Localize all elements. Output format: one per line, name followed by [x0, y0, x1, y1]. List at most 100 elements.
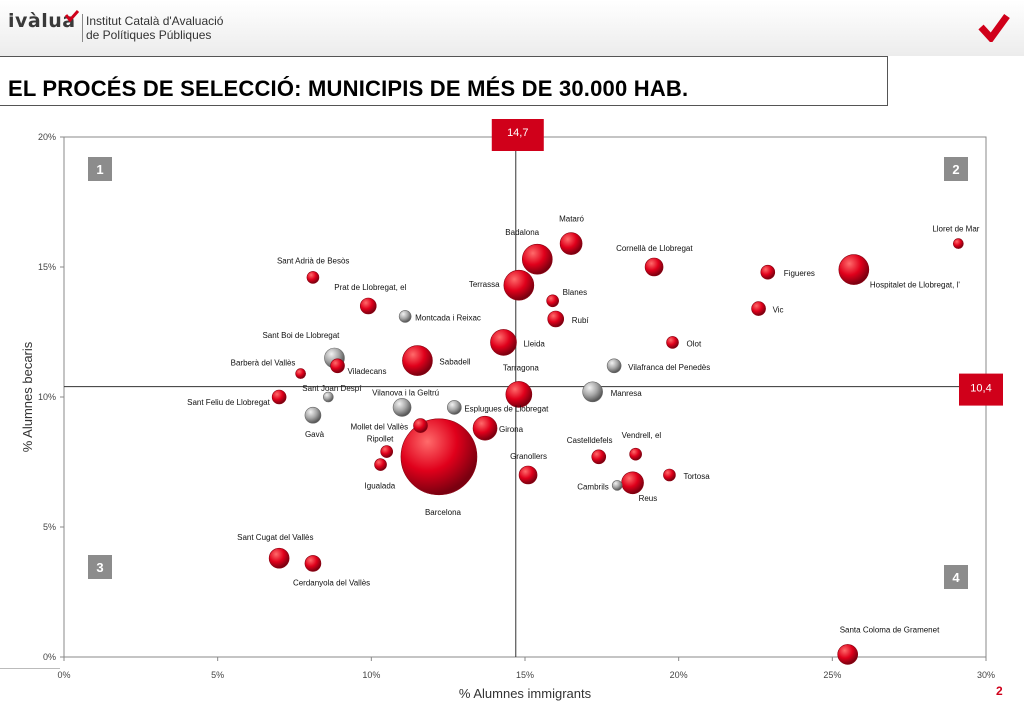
data-point — [611, 480, 623, 491]
scatter-chart: 0% 5% 10% 15% 20% 25% 30% 0% 5% 10% 15% 20% % Alumne… — [20, 119, 1003, 701]
data-point — [629, 447, 642, 461]
data-point-label: Hospitalet de Llobregat, l' — [870, 281, 961, 290]
vertical-reference-label: 14,7 — [507, 127, 528, 139]
y-tick-label: 10% — [38, 392, 56, 402]
x-tick-label: 10% — [362, 670, 380, 680]
data-point — [582, 381, 603, 403]
x-tick-label: 15% — [516, 670, 534, 680]
quadrant-label-4: 4 — [952, 570, 960, 585]
data-point — [521, 243, 553, 275]
y-tick-label: 0% — [43, 652, 56, 662]
data-point — [606, 358, 622, 374]
data-point — [271, 389, 287, 405]
data-point — [518, 465, 538, 485]
horizontal-reference-label: 10,4 — [970, 383, 991, 395]
data-point-label: Barberà del Vallès — [231, 359, 296, 368]
data-point-label: Viladecans — [348, 367, 387, 376]
data-point-label: Vendrell, el — [622, 431, 662, 440]
data-point — [838, 254, 870, 285]
y-tick-label: 5% — [43, 522, 56, 532]
data-point-label: Mollet del Vallès — [351, 423, 409, 432]
corner-check-icon — [978, 13, 1010, 42]
data-point-label: Manresa — [611, 389, 643, 398]
data-point-label: Montcada i Reixac — [415, 313, 481, 322]
data-point-label: Sant Feliu de Llobregat — [187, 398, 271, 407]
data-point-label: Sant Cugat del Vallès — [237, 533, 313, 542]
data-point — [398, 310, 412, 323]
data-point-label: Tortosa — [683, 472, 710, 481]
data-point — [666, 336, 679, 349]
footer-line — [0, 668, 60, 669]
data-point-label: Santa Coloma de Gramenet — [840, 625, 940, 634]
data-point — [304, 555, 322, 572]
header-bar: ivàlua Institut Català d'Avaluació de Po… — [0, 0, 1024, 56]
data-point — [374, 458, 387, 471]
data-point — [402, 345, 433, 376]
quadrant-badge-3 — [88, 555, 112, 579]
data-point — [953, 238, 964, 249]
data-point — [837, 644, 859, 665]
y-tick-label: 15% — [38, 262, 56, 272]
title-box — [0, 56, 888, 106]
data-point-label: Sant Boi de Llobregat — [262, 331, 340, 340]
data-point — [400, 418, 478, 496]
data-point-label: Lloret de Mar — [932, 225, 979, 234]
data-point-label: Terrassa — [469, 280, 500, 289]
data-point — [559, 232, 583, 255]
data-point-label: Rubí — [572, 316, 590, 325]
organization-name: Institut Català d'Avaluació de Polítique… — [86, 14, 223, 42]
data-point-label: Barcelona — [425, 508, 462, 517]
data-point — [490, 329, 517, 356]
x-tick-label: 30% — [977, 670, 995, 680]
page-title: EL PROCÉS DE SELECCIÓ: MUNICIPIS DE MÉS … — [8, 76, 689, 101]
horizontal-reference-badge — [959, 373, 1003, 406]
quadrant-badge-2 — [944, 157, 968, 181]
data-point-label: Igualada — [365, 482, 396, 491]
x-tick-label: 25% — [823, 670, 841, 680]
data-point — [447, 400, 462, 415]
data-point — [591, 449, 607, 465]
quadrant-badge-1 — [88, 157, 112, 181]
data-point-label: Lleida — [523, 339, 545, 348]
data-point — [359, 297, 377, 315]
data-point-label: Figueres — [784, 269, 815, 278]
data-point — [413, 418, 428, 433]
data-point-label: Sant Joan Despí — [302, 384, 362, 393]
organization-line-1: Institut Català d'Avaluació — [86, 14, 224, 28]
data-point-label: Prat de Llobregat, el — [334, 283, 406, 292]
organization-line-2: de Polítiques Públiques — [86, 28, 212, 42]
brand-logo-text: ivàlua — [8, 10, 76, 32]
data-point-label: Olot — [687, 339, 702, 348]
data-point — [304, 406, 322, 424]
data-point — [546, 294, 559, 308]
data-point-label: Badalona — [505, 228, 539, 237]
data-point — [760, 264, 776, 280]
quadrant-label-1: 1 — [96, 162, 103, 177]
data-point-label: Granollers — [510, 452, 547, 461]
data-point-label: Castelldefels — [567, 436, 613, 445]
vertical-reference-badge — [491, 119, 544, 151]
data-point-label: Sabadell — [439, 358, 470, 367]
data-point-label: Vilanova i la Geltrú — [372, 388, 439, 397]
data-point-label: Tarragona — [503, 363, 540, 372]
data-point-label: Cambrils — [577, 482, 609, 491]
data-point — [392, 398, 412, 417]
quadrant-label-3: 3 — [96, 560, 103, 575]
data-point-label: Esplugues de Llobregat — [464, 404, 549, 413]
data-point — [663, 468, 676, 482]
data-point — [547, 310, 565, 328]
data-point — [306, 271, 320, 284]
quadrant-badge-4 — [944, 565, 968, 589]
data-point — [503, 269, 535, 301]
data-point-label: Sant Adrià de Besòs — [277, 256, 350, 265]
data-point-label: Gavà — [305, 430, 325, 439]
data-point — [621, 471, 644, 495]
page-number: 2 — [996, 684, 1003, 698]
data-point-label: Vilafranca del Penedès — [628, 363, 710, 372]
x-tick-label: 20% — [670, 670, 688, 680]
data-point-label: Cerdanyola del Vallès — [293, 578, 370, 587]
data-point — [472, 415, 498, 441]
x-axis-label: % Alumnes immigrants — [459, 686, 592, 701]
data-point — [295, 368, 306, 379]
brand-check-icon — [65, 10, 79, 22]
